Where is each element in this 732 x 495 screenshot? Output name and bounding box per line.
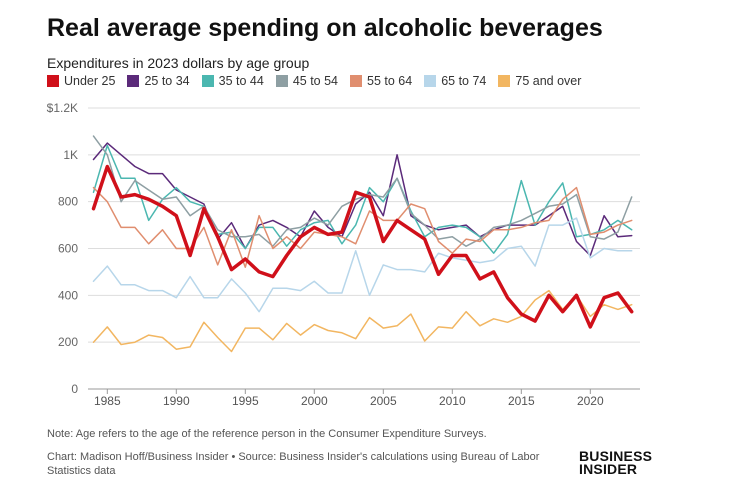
y-tick-label: 400: [58, 288, 78, 302]
business-insider-logo: BUSINESS INSIDER: [579, 448, 653, 477]
y-tick-label: 200: [58, 335, 78, 349]
legend-item-under-25: Under 25: [47, 74, 115, 88]
x-tick-label: 2000: [301, 394, 328, 408]
logo-line-2: INSIDER: [579, 461, 638, 477]
legend-item-75-and-over: 75 and over: [498, 74, 581, 88]
y-tick-label: 0: [71, 382, 78, 396]
x-tick-label: 1990: [163, 394, 190, 408]
series-line-55-to-64: [92, 186, 633, 268]
legend-label: 35 to 44: [218, 74, 264, 88]
y-tick-label: 1K: [63, 148, 78, 162]
legend-swatch: [350, 75, 362, 87]
legend-item-65-to-74: 65 to 74: [424, 74, 486, 88]
chart-title: Real average spending on alcoholic bever…: [47, 14, 603, 42]
legend-swatch: [127, 75, 140, 87]
legend-swatch: [498, 75, 511, 87]
legend-item-25-to-34: 25 to 34: [127, 74, 190, 88]
chart-legend: Under 25 25 to 34 35 to 44 45 to 54 55 to 64…: [47, 74, 581, 88]
legend-item-55-to-64: 55 to 64: [350, 74, 412, 88]
y-tick-label: $1.2K: [47, 101, 78, 115]
x-tick-label: 1995: [232, 394, 259, 408]
legend-swatch: [424, 75, 437, 87]
legend-item-45-to-54: 45 to 54: [275, 74, 338, 88]
legend-swatch: [201, 75, 214, 87]
series-line-65-to-74: [92, 217, 633, 313]
x-tick-label: 2015: [508, 394, 535, 408]
series-line-75-and-over: [92, 289, 633, 353]
series-line-35-to-44: [92, 144, 633, 254]
legend-label: Under 25: [64, 74, 116, 88]
x-tick-label: 2020: [577, 394, 604, 408]
legend-label: 25 to 34: [144, 74, 190, 88]
chart-subtitle: Expenditures in 2023 dollars by age grou…: [47, 55, 310, 71]
series-line-25-to-34: [92, 142, 633, 257]
y-tick-label: 600: [58, 242, 78, 256]
legend-label: 55 to 64: [367, 74, 413, 88]
chart-note: Note: Age refers to the age of the refer…: [47, 428, 487, 440]
logo-line-1: BUSINESS: [579, 448, 653, 464]
series-line-45-to-54: [92, 135, 633, 247]
legend-label: 45 to 54: [292, 74, 338, 88]
x-tick-label: 2010: [439, 394, 466, 408]
legend-swatch: [275, 75, 288, 87]
y-tick-label: 800: [58, 195, 78, 209]
x-tick-label: 1985: [94, 394, 121, 408]
legend-item-35-to-44: 35 to 44: [201, 74, 264, 88]
legend-label: 65 to 74: [441, 74, 487, 88]
x-tick-label: 2005: [370, 394, 397, 408]
series-line-under-25: [91, 164, 634, 329]
legend-swatch: [47, 75, 59, 87]
chart-credit: Chart: Madison Hoff/Business Insider • S…: [47, 451, 540, 477]
legend-label: 75 and over: [515, 74, 582, 88]
